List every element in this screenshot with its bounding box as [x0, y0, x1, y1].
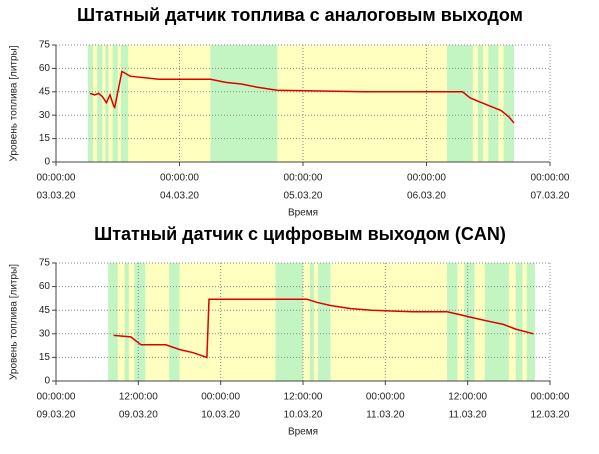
- band: [447, 263, 458, 381]
- fuel-line: [89, 70, 515, 124]
- band: [503, 45, 514, 162]
- x-tick-label: 00:00:00: [531, 392, 570, 403]
- x-tick-date: 03.03.20: [37, 191, 76, 202]
- band: [515, 263, 523, 381]
- y-tick-label: 30: [39, 328, 51, 339]
- x-tick-date: 10.03.20: [284, 410, 323, 421]
- x-tick-date: 09.03.20: [37, 410, 76, 421]
- band: [477, 45, 484, 162]
- x-tick-date: 05.03.20: [284, 191, 323, 202]
- x-tick-label: 00:00:00: [37, 173, 76, 184]
- band: [124, 263, 129, 381]
- x-tick-date: 09.03.20: [119, 410, 158, 421]
- y-tick-label: 75: [39, 258, 51, 269]
- y-tick-label: 60: [39, 281, 51, 292]
- x-tick-label: 00:00:00: [407, 173, 446, 184]
- x-tick-label: 00:00:00: [284, 173, 323, 184]
- x-tick-label: 12:00:00: [284, 392, 323, 403]
- band: [134, 263, 146, 381]
- x-tick-date: 11.03.20: [366, 410, 405, 421]
- x-tick-date: 10.03.20: [201, 410, 240, 421]
- y-tick-label: 15: [39, 133, 51, 144]
- y-tick-label: 0: [44, 157, 50, 168]
- band: [105, 45, 109, 162]
- x-tick-label: 12:00:00: [119, 392, 158, 403]
- x-tick-date: 07.03.20: [531, 191, 570, 202]
- x-tick-label: 00:00:00: [37, 392, 76, 403]
- y-tick-label: 45: [39, 86, 51, 97]
- chart-title: Штатный датчик с цифровым выходом (CAN): [94, 224, 506, 244]
- x-tick-date: 04.03.20: [160, 191, 199, 202]
- y-tick-label: 0: [44, 376, 50, 387]
- band: [488, 45, 499, 162]
- x-tick-label: 00:00:00: [201, 392, 240, 403]
- y-tick-label: 45: [39, 305, 51, 316]
- y-axis-label: Уровень топлива [литры]: [9, 264, 20, 380]
- x-tick-date: 06.03.20: [407, 191, 446, 202]
- band: [447, 45, 473, 162]
- band: [169, 263, 180, 381]
- band: [526, 263, 535, 381]
- x-tick-date: 12.03.20: [531, 410, 570, 421]
- band: [108, 263, 118, 381]
- band: [309, 263, 314, 381]
- x-tick-label: 00:00:00: [366, 392, 405, 403]
- fuel-line: [113, 298, 534, 359]
- band: [318, 263, 331, 381]
- x-axis-label: Время: [288, 427, 318, 438]
- x-tick-label: 00:00:00: [531, 173, 570, 184]
- x-tick-label: 00:00:00: [160, 173, 199, 184]
- band: [484, 263, 509, 381]
- band: [210, 45, 278, 162]
- x-tick-label: 12:00:00: [448, 392, 487, 403]
- x-axis-label: Время: [288, 208, 318, 219]
- band: [97, 45, 103, 162]
- x-tick-date: 11.03.20: [449, 410, 488, 421]
- band: [120, 45, 129, 162]
- active-range: [87, 45, 514, 162]
- band: [275, 263, 303, 381]
- band: [464, 263, 475, 381]
- y-tick-label: 75: [39, 40, 51, 51]
- y-tick-label: 60: [39, 63, 51, 74]
- y-tick-label: 15: [39, 352, 51, 363]
- chart-title: Штатный датчик топлива с аналоговым выхо…: [77, 5, 523, 25]
- y-axis-label: Уровень топлива [литры]: [9, 45, 20, 161]
- band: [87, 45, 94, 162]
- y-tick-label: 30: [39, 110, 51, 121]
